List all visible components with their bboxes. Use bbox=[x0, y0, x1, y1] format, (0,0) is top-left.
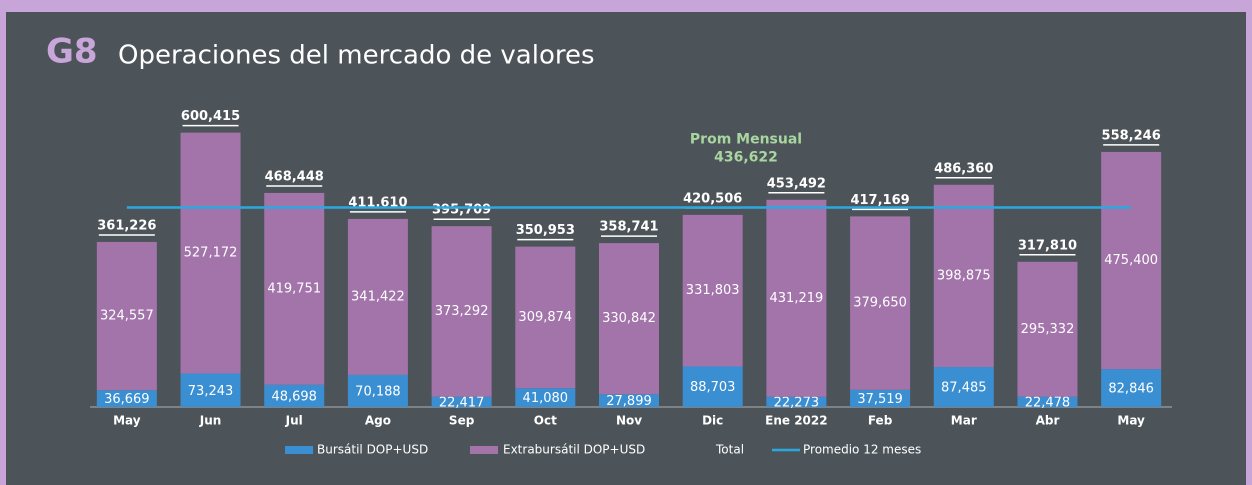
bar-value-label: 22,478 bbox=[1025, 395, 1071, 410]
bar-value-label: 295,332 bbox=[1021, 322, 1075, 337]
chart-title: Operaciones del mercado de valores bbox=[118, 41, 595, 71]
x-tick-label: Abr bbox=[1036, 414, 1060, 428]
bar-segment bbox=[515, 246, 576, 389]
bar-segment bbox=[1101, 151, 1162, 370]
x-tick-label: Dic bbox=[702, 414, 723, 428]
bar-segment bbox=[347, 218, 408, 375]
x-tick-label: Ago bbox=[365, 414, 391, 428]
total-label: 453,492 bbox=[767, 176, 826, 191]
total-label: 468,448 bbox=[265, 169, 324, 184]
bar-value-label: 22,273 bbox=[774, 395, 820, 410]
total-label: 358,741 bbox=[599, 220, 658, 235]
total-label: 395,709 bbox=[432, 203, 491, 218]
bar-segment bbox=[515, 388, 576, 407]
bar-segment bbox=[599, 394, 659, 407]
average-label: 436,622 bbox=[714, 149, 778, 165]
bar-segment bbox=[1017, 396, 1078, 407]
legend-swatch bbox=[470, 446, 498, 454]
average-annotation: Prom Mensual bbox=[690, 131, 802, 147]
bar-segment bbox=[180, 132, 241, 374]
bar-segment bbox=[96, 241, 157, 391]
bar-segment bbox=[599, 243, 659, 395]
bar-value-label: 331,803 bbox=[686, 283, 740, 298]
bar-value-label: 527,172 bbox=[184, 246, 238, 261]
bar-value-label: 36,669 bbox=[104, 392, 150, 407]
bar-segment bbox=[180, 373, 241, 407]
bar-segment bbox=[1017, 261, 1078, 397]
bar-value-label: 41,080 bbox=[523, 391, 569, 406]
bar-value-label: 37,519 bbox=[857, 392, 903, 407]
x-tick-label: Feb bbox=[868, 414, 893, 428]
total-label: 558,246 bbox=[1102, 128, 1161, 143]
x-tick-label: Mar bbox=[951, 414, 977, 428]
bar-segment bbox=[766, 199, 827, 397]
legend-label: Extrabursátil DOP+USD bbox=[503, 443, 645, 457]
bar-segment bbox=[96, 390, 157, 407]
x-tick-label: Jun bbox=[199, 414, 222, 428]
bar-segment bbox=[1101, 369, 1162, 407]
bar-value-label: 48,698 bbox=[271, 389, 317, 404]
total-label: 600,415 bbox=[181, 109, 240, 124]
bar-segment bbox=[682, 214, 743, 367]
bar-value-label: 324,557 bbox=[100, 309, 154, 324]
x-tick-label: Oct bbox=[534, 414, 557, 428]
bar-value-label: 70,188 bbox=[355, 384, 401, 399]
bar-value-label: 373,292 bbox=[435, 304, 489, 319]
legend-label: Total bbox=[715, 443, 744, 457]
total-label: 420,506 bbox=[683, 191, 742, 206]
total-label: 361,226 bbox=[97, 218, 156, 233]
bar-value-label: 475,400 bbox=[1104, 253, 1158, 268]
total-label: 417,169 bbox=[850, 193, 909, 208]
bar-segment bbox=[682, 366, 743, 407]
bar-value-label: 73,243 bbox=[188, 384, 234, 399]
bar-value-label: 87,485 bbox=[941, 381, 987, 396]
bar-segment bbox=[431, 396, 492, 407]
x-tick-label: May bbox=[113, 414, 141, 428]
bar-segment bbox=[264, 192, 325, 385]
legend-swatch bbox=[285, 446, 313, 454]
bar-segment bbox=[933, 367, 994, 407]
x-tick-label: Ene 2022 bbox=[765, 414, 827, 428]
bar-segment bbox=[933, 184, 994, 368]
x-tick-label: Sep bbox=[449, 414, 475, 428]
bar-segment bbox=[431, 226, 492, 397]
total-label: 350,953 bbox=[516, 223, 575, 238]
bar-segment bbox=[264, 384, 325, 407]
total-label: 317,810 bbox=[1018, 238, 1077, 253]
legend-label: Bursátil DOP+USD bbox=[317, 443, 428, 457]
x-tick-label: Jul bbox=[285, 414, 303, 428]
bar-value-label: 330,842 bbox=[602, 311, 656, 326]
legend-label: Promedio 12 meses bbox=[803, 443, 921, 457]
bar-segment bbox=[347, 374, 408, 407]
total-label: 486,360 bbox=[934, 161, 993, 176]
bar-value-label: 22,417 bbox=[439, 395, 485, 410]
bar-segment bbox=[850, 216, 911, 390]
bar-segment bbox=[850, 389, 911, 407]
bar-value-label: 82,846 bbox=[1108, 382, 1154, 397]
bar-value-label: 341,422 bbox=[351, 289, 405, 304]
x-tick-label: Nov bbox=[616, 414, 642, 428]
chart-label: G8 bbox=[46, 32, 98, 72]
bar-segment bbox=[766, 396, 827, 407]
bar-value-label: 419,751 bbox=[267, 281, 321, 296]
bar-value-label: 88,703 bbox=[690, 380, 736, 395]
x-tick-label: May bbox=[1117, 414, 1145, 428]
bar-value-label: 309,874 bbox=[518, 310, 572, 325]
bar-value-label: 379,650 bbox=[853, 296, 907, 311]
bar-value-label: 431,219 bbox=[770, 291, 824, 306]
bar-value-label: 398,875 bbox=[937, 268, 991, 283]
bar-value-label: 27,899 bbox=[606, 394, 652, 409]
